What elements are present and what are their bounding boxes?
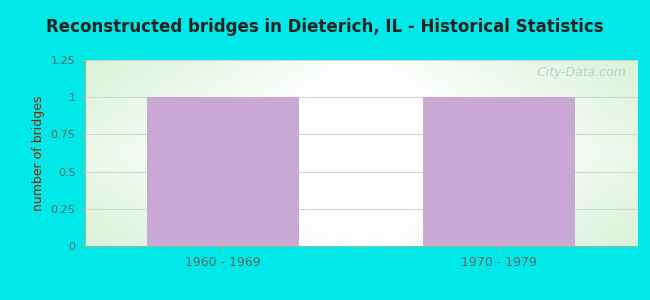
- Y-axis label: number of bridges: number of bridges: [32, 95, 45, 211]
- Bar: [423, 97, 575, 246]
- Bar: [147, 97, 298, 246]
- Text: Reconstructed bridges in Dieterich, IL - Historical Statistics: Reconstructed bridges in Dieterich, IL -…: [46, 18, 604, 36]
- Text: City-Data.com: City-Data.com: [529, 66, 626, 79]
